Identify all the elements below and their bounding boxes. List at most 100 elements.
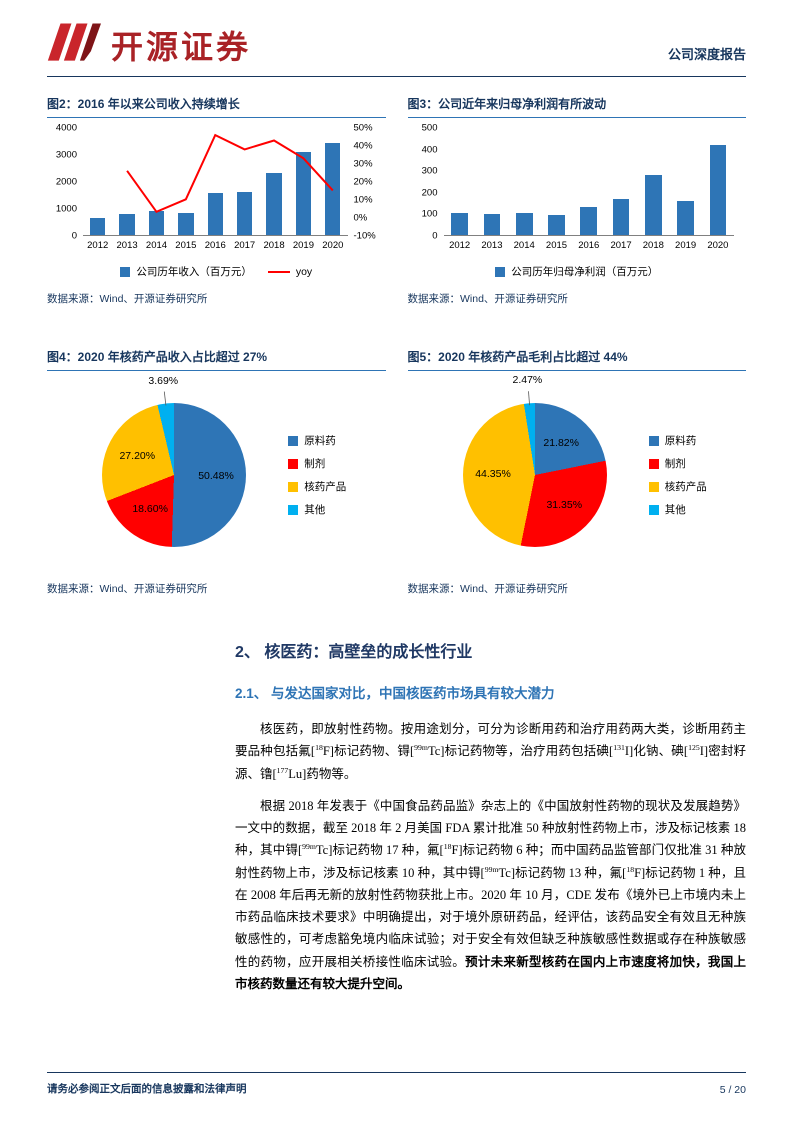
left-axis: 0 1000 2000 3000 4000 [47,123,83,242]
text-segment: I]密封籽源、镥[ [235,744,746,781]
x-axis-label: 2012 [449,240,471,251]
right-axis [734,128,746,236]
bar [119,214,135,235]
bar-slot [669,128,701,235]
legend-item: 原料药 [288,433,346,448]
figure-3-title: 图3：公司近年来归母净利润有所波动 [407,89,746,118]
axis-tick: 50% [353,122,373,134]
yoy-line [83,128,348,235]
legend-label: 原料药 [664,435,697,447]
axis-tick: 1000 [55,203,77,215]
bar [148,210,165,235]
bar-slot [171,128,200,235]
pie-area: 21.82% 31.35% 44.35% 2.47% [447,374,623,563]
bar-slot [112,128,141,235]
legend-swatch [288,458,299,469]
text-segment: 根据 2018 年发表于《中国食品药品监》杂志上的《中国放射性药物的现状及发展趋… [235,798,746,858]
bar-slot [201,128,230,235]
isotope-superscript: 99m [302,842,316,852]
bar-slot [142,128,171,235]
bar [237,191,253,235]
pie [102,403,247,547]
bar-slot [476,128,508,235]
bar-slot [573,128,605,235]
figure-5-title: 图5：2020 年核药产品毛利占比超过 44% [407,342,746,371]
text-segment: 核医药，即放射性药物。按用途划分，可分为诊断用药和治疗用药两大类，诊断用药主要品… [235,722,746,759]
x-axis-label: 2015 [175,240,197,251]
x-axis-label: 2015 [545,240,568,251]
chart-legend: 公司历年收入（百万元） yoy [47,252,386,279]
legend-item: 核药产品 [648,479,707,494]
figure-2-source: 数据来源：Wind、开源证券研究所 [47,293,208,305]
legend-item: 其他 [648,502,707,517]
pie-slice-label: 2.47% [512,374,543,387]
page-footer: 请务必参阅正文后面的信息披露和法律声明 5 / 20 [47,1072,746,1096]
bar [515,212,533,235]
axis-tick: 10% [353,194,373,206]
subsection-heading: 2.1、 与发达国家对比，中国核医药市场具有较大潜力 [235,686,555,701]
axis-tick: 4000 [55,122,77,134]
pie-leader-lines [527,391,530,406]
x-axis-label: 2016 [204,240,226,251]
legend-swatch [648,435,659,446]
legend-line-mark [267,270,290,273]
legend-item-line: yoy [267,264,312,279]
figure-4-source: 数据来源：Wind、开源证券研究所 [47,583,208,595]
legend-label: 制剂 [664,458,686,470]
bar-slot [230,128,259,235]
axis-tick: 20% [353,176,373,188]
axis-tick: 0 [432,230,438,242]
isotope-superscript: 18 [315,743,323,753]
bar [178,213,194,235]
pie-slice-label: 18.60% [132,503,168,516]
isotope-superscript: 18 [443,842,452,852]
legend-item: 其他 [288,502,346,517]
legend-swatch [288,504,299,515]
legend-label: 其他 [664,504,686,516]
isotope-superscript: 131 [613,743,625,753]
revenue-yoy-chart: 0 1000 2000 3000 4000 -10% 0% 10% 20% 30% 40% 50% 20… [47,123,386,279]
legend-swatch [648,504,659,515]
figure-3: 图3：公司近年来归母净利润有所波动 0 100 200 300 400 500 2012 20… [407,89,747,306]
legend-item-bar: 公司历年收入（百万元） [120,264,252,279]
pie-slice-label: 27.20% [119,449,156,462]
legend-swatch [288,435,299,446]
pie-leader-lines [164,391,167,406]
bar [677,200,694,235]
figure-4: 图4：2020 年核药产品收入占比超过 27% 50.48% 18.60% 27.2… [47,342,386,596]
x-axis-label: 2014 [145,240,168,251]
body-paragraph-1: 核医药，即放射性药物。按用途划分，可分为诊断用药和治疗用药两大类，诊断用药主要品… [235,718,746,785]
x-axis-label: 2017 [234,240,256,251]
text-segment: I]化钠、碘[ [624,744,689,759]
bar [644,175,662,235]
axis-tick: 400 [421,144,438,156]
body-content: 2、 核医药：高壁垒的成长性行业 2.1、 与发达国家对比，中国核医药市场具有较… [235,638,746,995]
x-axis: 2012 2013 2014 2015 2016 2017 2018 2019 2020 [444,236,735,252]
pie-slice-label: 3.69% [148,374,179,387]
bar-chart: 0 100 200 300 400 500 2012 2013 2014 2015 2016 2017… [408,123,747,279]
legend-swatch [648,458,659,469]
bar [207,193,223,235]
legend-swatch [648,481,659,492]
pie-area: 50.48% 18.60% 27.20% 3.69% [86,375,262,563]
bar-slot [318,128,347,235]
isotope-superscript: 99m [414,743,428,753]
legend-item: 制剂 [288,456,346,471]
bar [709,145,727,235]
figure-2: 图2：2016 年以来公司收入持续增长 0 1000 2000 3000 4000 -10… [47,89,386,306]
legend-label: 核药产品 [664,481,707,493]
bar-chart: 0 1000 2000 3000 4000 -10% 0% 10% 20% 30% 40% 50% 20… [47,123,386,279]
plot-area [83,128,348,236]
figure-row-2: 图4：2020 年核药产品收入占比超过 27% 50.48% 18.60% 27.2… [47,342,746,596]
plot-area [443,128,734,236]
x-axis-label: 2019 [292,240,314,251]
legend-label: 核药产品 [304,481,347,493]
legend-item: 制剂 [648,456,707,471]
x-axis-label: 2013 [481,240,503,251]
legend-item-bar: 公司历年归母净利润（百万元） [495,264,658,279]
pie-slice-label: 50.48% [198,469,234,482]
x-axis-label: 2019 [675,240,697,251]
isotope-superscript: 177 [276,765,289,775]
figure-5: 图5：2020 年核药产品毛利占比超过 44% 21.82% 31.35% 44.3… [407,342,746,596]
legend-item: 原料药 [648,433,707,448]
